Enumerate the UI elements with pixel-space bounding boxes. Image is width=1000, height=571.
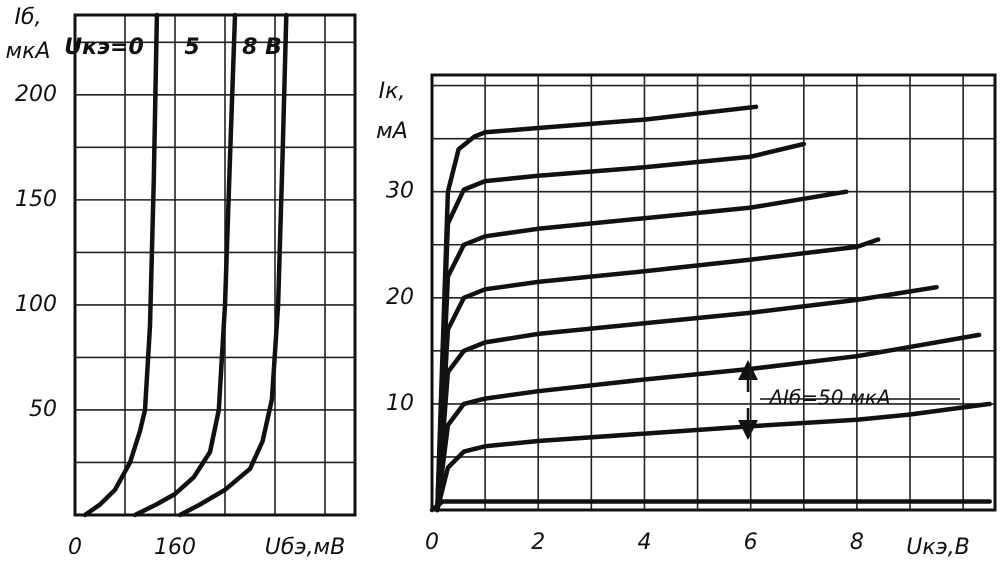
curve — [435, 401, 992, 513]
plot-frame — [430, 73, 997, 512]
legend-label: 8 В — [242, 35, 282, 60]
x-axis-label: Uкэ,В — [906, 535, 970, 560]
y-tick-label: 150 — [15, 187, 57, 212]
y-axis-unit: мкА — [6, 39, 51, 64]
y-tick-label: 30 — [386, 179, 414, 204]
curve — [435, 332, 982, 513]
y-tick-label: 100 — [15, 292, 57, 317]
curve — [435, 284, 939, 513]
legend-label: Uкэ=0 — [64, 35, 144, 60]
x-axis-label: Uбэ,мВ — [265, 535, 345, 560]
y-tick-label: 10 — [386, 391, 414, 416]
x-tick-label: 160 — [154, 535, 196, 560]
curve — [435, 141, 807, 513]
curve — [132, 12, 238, 518]
y-tick-label: 20 — [386, 285, 414, 310]
x-tick-label: 8 — [850, 530, 864, 555]
y-axis-symbol: Iк, — [379, 79, 406, 104]
x-tick-label: 0 — [425, 530, 439, 555]
x-tick-label: 2 — [531, 530, 545, 555]
y-tick-label: 50 — [29, 397, 57, 422]
x-tick-label: 0 — [68, 535, 82, 560]
curve — [435, 189, 849, 513]
x-tick-label: 6 — [744, 530, 758, 555]
y-axis-unit: мА — [376, 119, 408, 144]
annotation: ΔIб=50 мкА — [767, 386, 890, 410]
curve — [82, 12, 160, 518]
curve — [435, 104, 759, 513]
plot-frame — [73, 13, 357, 517]
y-axis-symbol: Iб, — [14, 5, 41, 30]
x-tick-label: 4 — [637, 530, 651, 555]
legend-label: 5 — [184, 35, 199, 60]
y-tick-label: 200 — [15, 82, 57, 107]
curve — [435, 237, 881, 513]
curve — [177, 12, 289, 518]
